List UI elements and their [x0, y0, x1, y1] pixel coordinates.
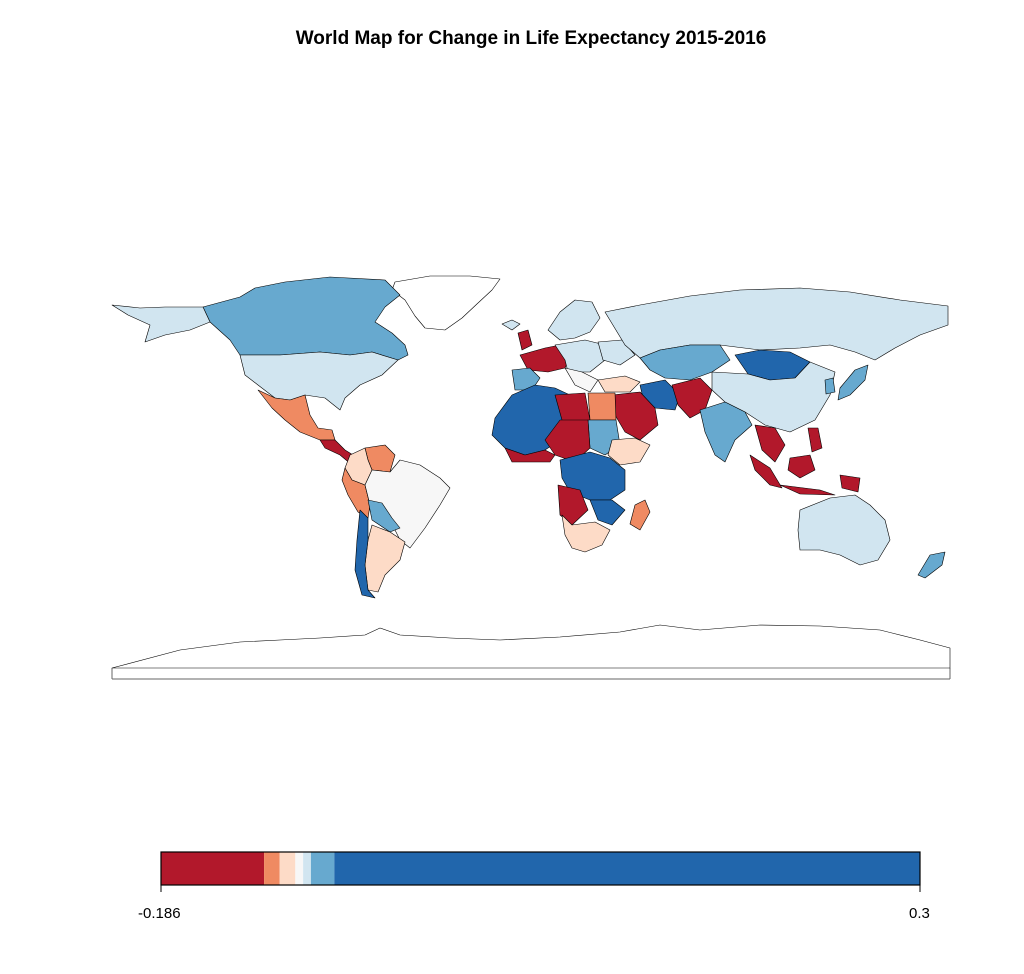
region-mexico: [257, 389, 336, 441]
region-greenland: [391, 275, 501, 331]
region-alaska: [111, 304, 211, 343]
region-turkey: [597, 375, 641, 393]
region-mozambique: [589, 499, 626, 526]
legend-bin-4: [303, 852, 311, 885]
map-title: World Map for Change in Life Expectancy …: [295, 28, 767, 49]
legend-bin-2: [279, 852, 296, 885]
region-indonesia-borneo: [787, 454, 816, 479]
region-philippines: [807, 427, 823, 453]
region-southern-africa: [561, 514, 611, 553]
region-india: [699, 401, 753, 463]
region-indochina: [754, 424, 786, 463]
region-russia: [604, 287, 949, 361]
region-angola: [557, 484, 589, 526]
region-antarctica: [111, 624, 951, 669]
legend-max-label: 0.3: [909, 905, 930, 922]
region-madagascar: [629, 499, 651, 531]
region-iceland: [501, 319, 521, 331]
region-korea: [824, 377, 836, 395]
region-australia: [797, 494, 891, 566]
region-central-europe: [554, 339, 606, 373]
region-arabia: [611, 391, 659, 441]
region-canada: [202, 276, 409, 361]
region-bolivia: [367, 499, 401, 533]
region-egypt: [587, 392, 617, 421]
region-chile: [354, 509, 376, 599]
legend: [160, 851, 921, 892]
legend-min-label: -0.186: [138, 905, 181, 922]
region-new-guinea: [839, 474, 861, 493]
region-indonesia-java: [779, 484, 836, 496]
region-iberia: [511, 367, 541, 391]
legend-bin-1: [264, 852, 280, 885]
region-ukraine: [597, 339, 636, 366]
legend-bin-0: [161, 852, 265, 885]
region-indonesia-sumatra: [749, 454, 783, 489]
legend-frame: [160, 851, 921, 886]
region-central-africa: [559, 451, 626, 501]
region-united-states: [239, 351, 399, 411]
region-new-zealand: [917, 551, 946, 579]
region-italy-balkans: [564, 367, 599, 393]
region-scandinavia: [547, 299, 601, 341]
legend-bin-3: [295, 852, 304, 885]
legend-bin-6: [334, 852, 921, 885]
region-kazakhstan: [639, 344, 731, 381]
legend-bin-5: [310, 852, 335, 885]
region-ethiopia: [607, 437, 651, 466]
region-japan: [837, 364, 869, 401]
region-great-britain: [517, 329, 533, 351]
region-west-africa-coast: [504, 447, 556, 463]
